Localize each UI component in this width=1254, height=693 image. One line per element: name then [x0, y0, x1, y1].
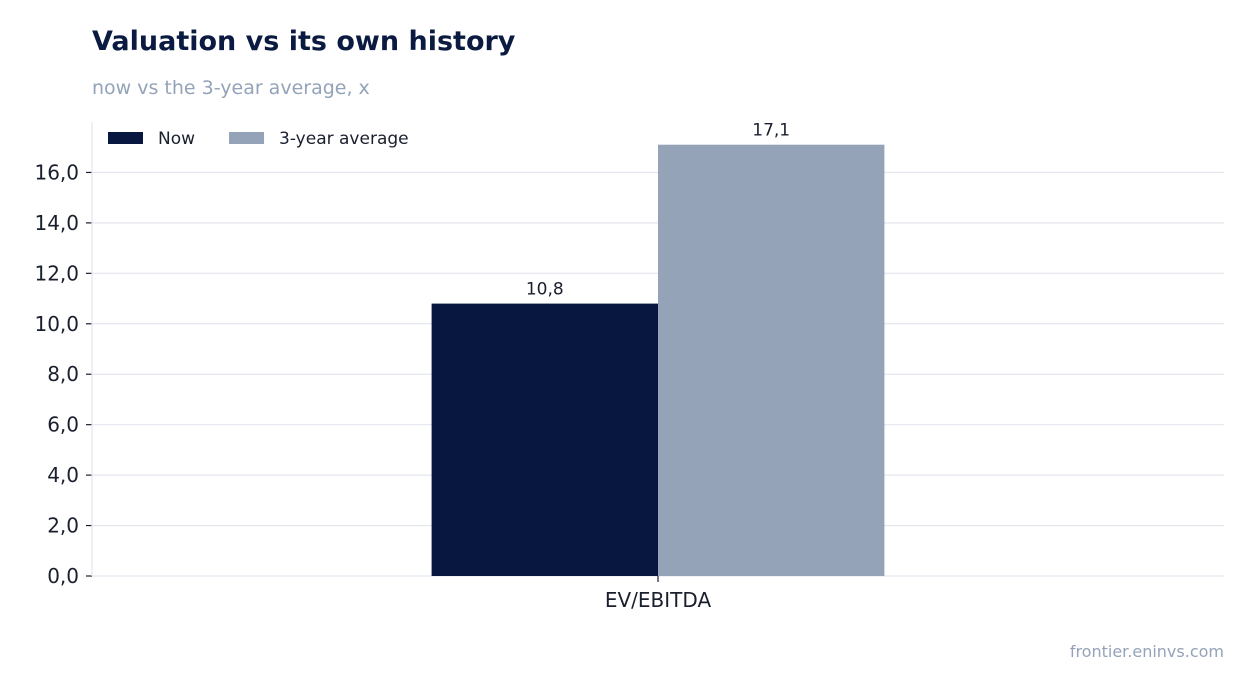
data-labels: 10,8 17,1 [526, 121, 790, 300]
legend-swatch [108, 132, 143, 144]
bars [431, 144, 885, 576]
y-tick-label: 6,0 [47, 413, 79, 437]
legend-label: Now [158, 129, 195, 149]
y-tick-label: 0,0 [47, 564, 79, 588]
y-tick-label: 2,0 [47, 514, 79, 538]
data-label: 17,1 [752, 121, 790, 141]
source-credit: frontier.eninvs.com [1069, 642, 1224, 661]
y-tick-label: 16,0 [34, 160, 79, 184]
y-tick-label: 14,0 [34, 211, 79, 235]
y-tick-label: 12,0 [34, 261, 79, 285]
axes: 0,0 2,0 4,0 6,0 8,0 10,0 12,0 14,0 16,0 EV/EBITDA [34, 122, 711, 612]
legend-label: 3-year average [279, 129, 409, 149]
bar-3-year-average [658, 144, 885, 576]
y-tick-label: 4,0 [47, 463, 79, 487]
x-tick-label: EV/EBITDA [605, 588, 712, 612]
y-tick-label: 10,0 [34, 312, 79, 336]
data-label: 10,8 [526, 280, 564, 300]
bar-now [431, 303, 658, 576]
chart-title: Valuation vs its own history [92, 26, 516, 57]
chart-subtitle: now vs the 3-year average, x [92, 77, 370, 99]
legend: Now 3-year average [108, 129, 409, 149]
legend-swatch [229, 132, 265, 144]
y-tick-label: 8,0 [47, 362, 79, 386]
